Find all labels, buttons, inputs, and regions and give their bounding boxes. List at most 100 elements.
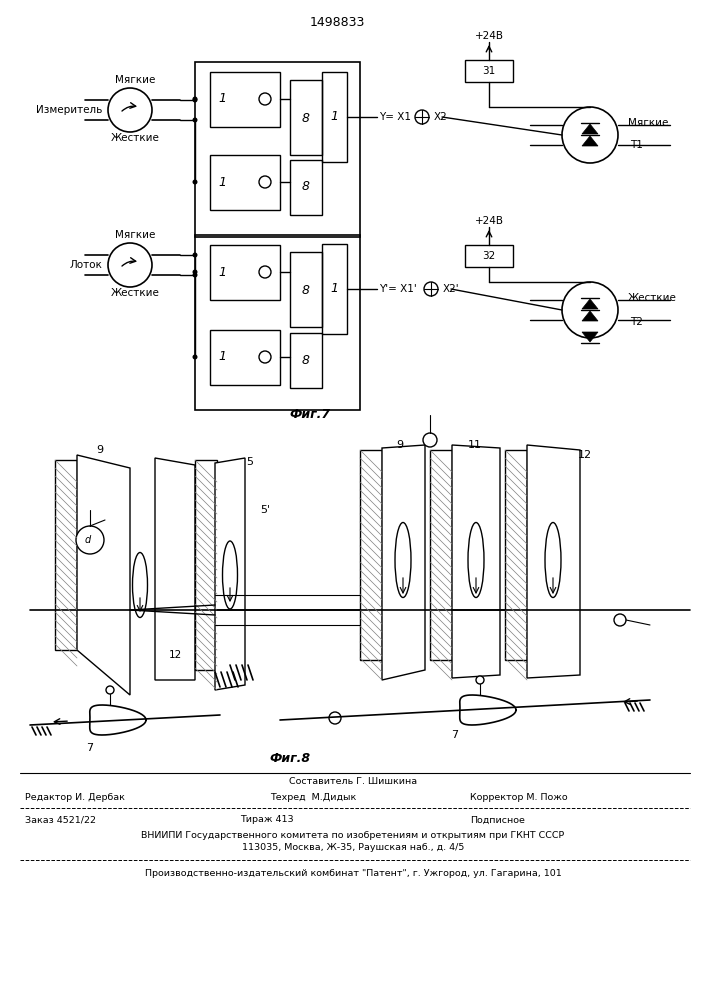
Bar [430,450,452,660]
Polygon shape [582,299,598,309]
Bar [210,245,280,300]
Polygon shape [77,455,130,695]
Text: X2: X2 [434,112,448,122]
Text: Мягкие: Мягкие [115,75,156,85]
Circle shape [192,98,197,103]
Circle shape [329,712,341,724]
Bar [210,72,280,127]
Text: 8: 8 [302,354,310,366]
Text: +24В: +24В [474,31,503,41]
Bar [360,450,382,660]
Circle shape [259,176,271,188]
Polygon shape [382,445,425,680]
Bar [210,155,280,210]
Circle shape [192,272,197,277]
Text: 1: 1 [330,282,338,296]
Text: 5: 5 [247,457,254,467]
Circle shape [192,180,197,184]
Bar [465,60,513,82]
Circle shape [415,110,429,124]
Ellipse shape [545,522,561,597]
Bar [465,245,513,267]
Text: Измеритель: Измеритель [35,105,102,115]
Circle shape [192,252,197,257]
Text: 31: 31 [482,66,496,76]
Circle shape [424,282,438,296]
Text: Жесткие: Жесткие [110,133,160,143]
Text: 1: 1 [218,265,226,278]
Circle shape [423,433,437,447]
Text: X2': X2' [443,284,460,294]
Bar [290,160,322,215]
Text: d: d [85,535,91,545]
Polygon shape [452,445,500,678]
Text: 7: 7 [86,743,93,753]
Bar [195,460,217,670]
Text: 12: 12 [168,650,182,660]
Bar [195,235,360,410]
Circle shape [192,97,197,102]
Text: Y= X1: Y= X1 [379,112,411,122]
Text: 9: 9 [397,440,404,450]
Text: 8: 8 [302,111,310,124]
Circle shape [562,282,618,338]
Text: Техред  М.Дидык: Техред М.Дидык [270,792,356,802]
Circle shape [259,351,271,363]
Bar [290,252,322,327]
Circle shape [192,269,197,274]
Polygon shape [582,124,598,134]
Bar [322,72,347,162]
Text: Жесткие: Жесткие [628,293,677,303]
Text: Т2: Т2 [630,317,643,327]
Text: Мягкие: Мягкие [115,230,156,240]
Circle shape [108,88,152,132]
Bar [290,333,322,388]
Text: Лоток: Лоток [69,260,102,270]
Text: Фиг.8: Фиг.8 [269,752,310,764]
Text: Заказ 4521/22: Заказ 4521/22 [25,816,96,824]
Circle shape [106,686,114,694]
Circle shape [192,355,197,360]
Text: Тираж 413: Тираж 413 [240,816,293,824]
Text: Фиг.7: Фиг.7 [289,408,331,422]
Polygon shape [215,458,245,690]
Text: 7: 7 [452,730,459,740]
Text: Корректор М. Пожо: Корректор М. Пожо [470,792,568,802]
Polygon shape [582,311,598,321]
Circle shape [259,266,271,278]
Text: Составитель Г. Шишкина: Составитель Г. Шишкина [289,778,417,786]
Bar [505,450,527,660]
Text: Т1: Т1 [630,140,643,150]
Bar [322,244,347,334]
Polygon shape [582,136,598,146]
Circle shape [259,93,271,105]
Text: 8: 8 [302,180,310,194]
Circle shape [476,676,484,684]
Bar [55,460,77,650]
Text: Производственно-издательский комбинат "Патент", г. Ужгород, ул. Гагарина, 101: Производственно-издательский комбинат "П… [145,868,561,878]
Text: +24В: +24В [474,216,503,226]
Text: Подписное: Подписное [470,816,525,824]
Text: Редактор И. Дербак: Редактор И. Дербак [25,792,125,802]
Text: 113035, Москва, Ж-35, Раушская наб., д. 4/5: 113035, Москва, Ж-35, Раушская наб., д. … [242,844,464,852]
Text: 1: 1 [218,176,226,188]
Polygon shape [527,445,580,678]
Ellipse shape [132,552,148,617]
Ellipse shape [223,541,238,609]
Circle shape [614,614,626,626]
Text: 1: 1 [218,93,226,105]
Text: 9: 9 [96,445,103,455]
Text: 11: 11 [468,440,482,450]
Text: 1: 1 [218,351,226,363]
Circle shape [192,117,197,122]
Ellipse shape [468,522,484,597]
Circle shape [76,526,104,554]
Text: Y'= X1': Y'= X1' [379,284,416,294]
Bar [210,330,280,385]
Bar [195,62,360,237]
Text: 1498833: 1498833 [310,15,366,28]
Text: ВНИИПИ Государственного комитета по изобретениям и открытиям при ГКНТ СССР: ВНИИПИ Государственного комитета по изоб… [141,830,565,840]
Text: 1: 1 [330,110,338,123]
Text: Жесткие: Жесткие [110,288,160,298]
Text: 8: 8 [302,284,310,296]
